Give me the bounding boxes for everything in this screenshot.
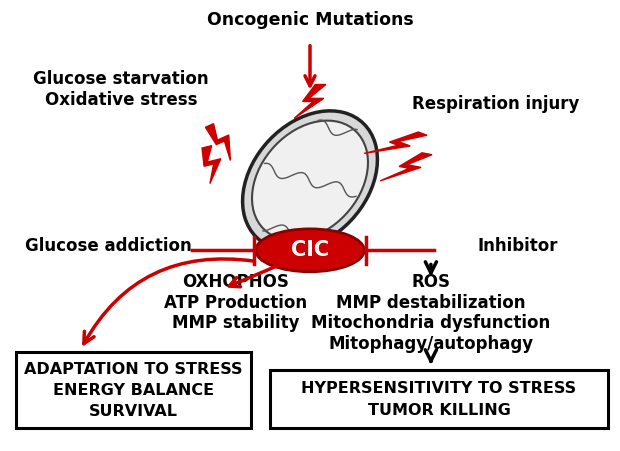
Text: Oncogenic Mutations: Oncogenic Mutations — [206, 11, 414, 29]
FancyArrowPatch shape — [84, 259, 255, 344]
Text: ADAPTATION TO STRESS
ENERGY BALANCE
SURVIVAL: ADAPTATION TO STRESS ENERGY BALANCE SURV… — [24, 362, 242, 419]
FancyBboxPatch shape — [270, 370, 608, 428]
Ellipse shape — [242, 111, 378, 250]
Text: Inhibitor: Inhibitor — [477, 237, 558, 255]
Text: Glucose addiction: Glucose addiction — [25, 237, 192, 255]
Text: ROS
MMP destabilization
Mitochondria dysfunction
Mitophagy/autophagy: ROS MMP destabilization Mitochondria dys… — [311, 273, 551, 353]
Text: Glucose starvation
Oxidative stress: Glucose starvation Oxidative stress — [33, 70, 209, 109]
Ellipse shape — [255, 229, 365, 272]
Polygon shape — [380, 153, 432, 181]
Polygon shape — [294, 84, 326, 119]
Text: HYPERSENSITIVITY TO STRESS
TUMOR KILLING: HYPERSENSITIVITY TO STRESS TUMOR KILLING — [301, 381, 577, 418]
Polygon shape — [205, 124, 231, 161]
FancyBboxPatch shape — [16, 352, 251, 428]
FancyArrowPatch shape — [229, 265, 280, 287]
Text: Respiration injury: Respiration injury — [412, 95, 580, 113]
Text: CIC: CIC — [291, 240, 329, 260]
Text: OXHOPHOS
ATP Production
MMP stability: OXHOPHOS ATP Production MMP stability — [164, 273, 307, 332]
Polygon shape — [202, 146, 221, 184]
Polygon shape — [364, 132, 427, 153]
Ellipse shape — [253, 121, 367, 239]
